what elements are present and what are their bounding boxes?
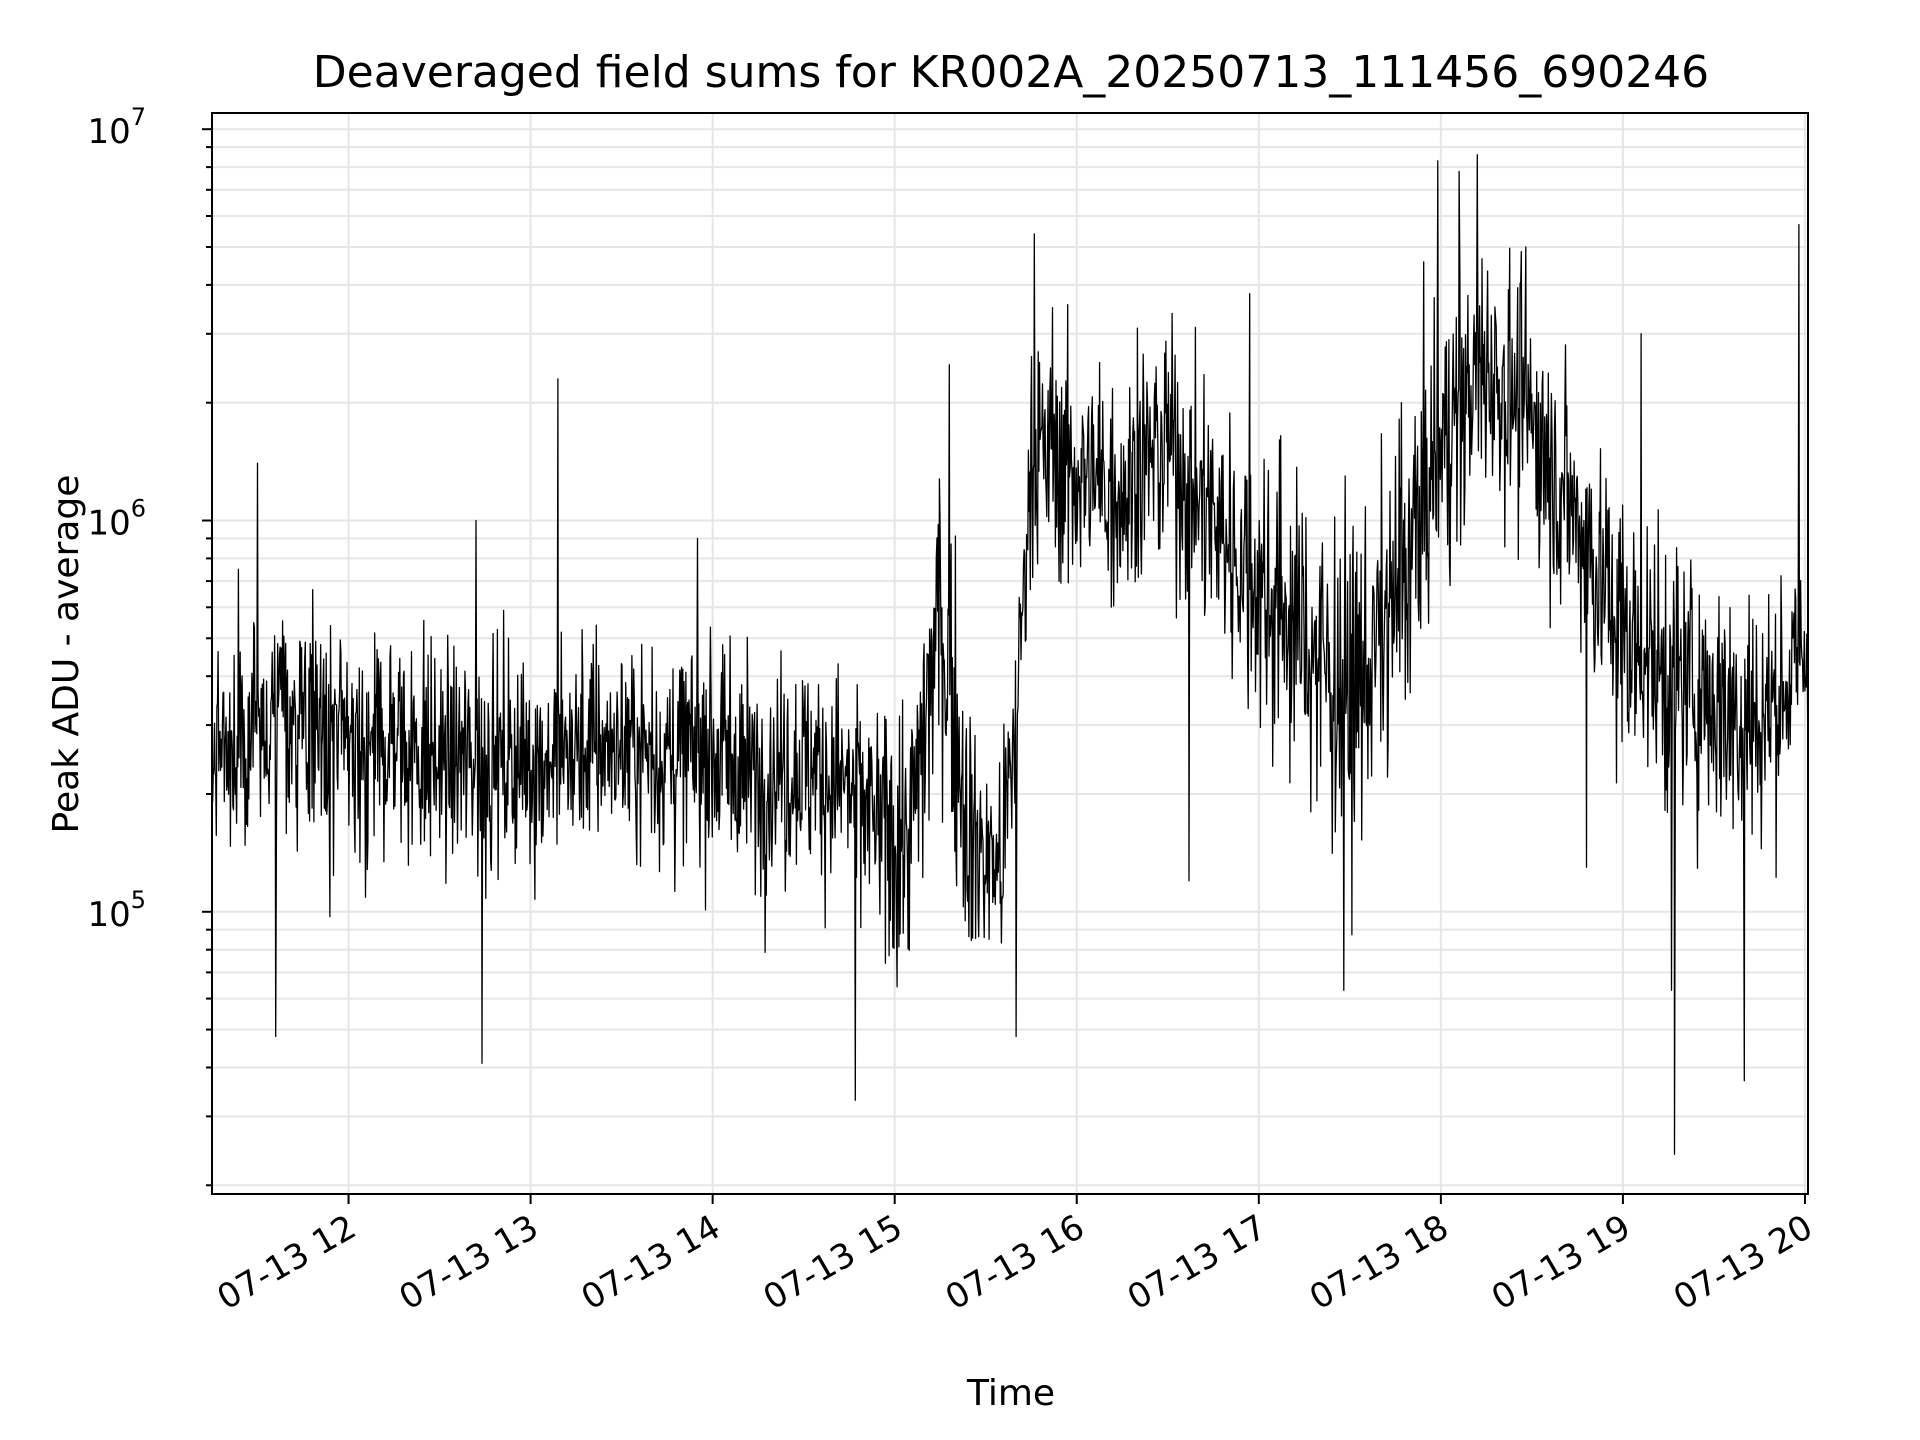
y-tick-exponent: 7 (131, 103, 146, 131)
grid-lines (212, 113, 1808, 1194)
data-line (211, 154, 1809, 1155)
chart-title: Deaveraged field sums for KR002A_2025071… (313, 47, 1709, 98)
y-axis-label: Peak ADU - average (46, 475, 87, 834)
y-tick-exponent: 5 (131, 886, 146, 914)
series-trace (211, 154, 1809, 1155)
y-tick-exponent: 6 (131, 494, 146, 522)
x-axis-label: Time (966, 1373, 1055, 1414)
plot-area (212, 113, 1808, 1194)
plot-frame (211, 112, 1809, 1195)
y-tick-label: 107 (87, 103, 146, 152)
